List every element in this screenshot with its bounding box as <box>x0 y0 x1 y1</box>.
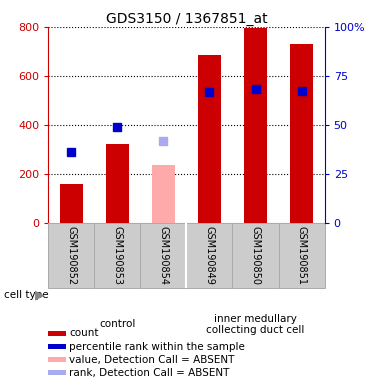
Bar <box>152 165 175 223</box>
Text: ▶: ▶ <box>35 288 45 301</box>
Bar <box>140 223 187 288</box>
Bar <box>187 223 233 288</box>
Bar <box>198 55 221 223</box>
Text: GSM190853: GSM190853 <box>112 226 122 285</box>
Bar <box>48 223 94 288</box>
Bar <box>244 28 267 223</box>
Bar <box>106 144 129 223</box>
Text: GSM190854: GSM190854 <box>158 226 168 285</box>
Bar <box>48 344 66 349</box>
Text: GSM190851: GSM190851 <box>296 226 306 285</box>
Bar <box>48 370 66 375</box>
Text: GSM190852: GSM190852 <box>66 226 76 285</box>
Text: value, Detection Call = ABSENT: value, Detection Call = ABSENT <box>69 354 234 364</box>
Bar <box>290 44 313 223</box>
Text: GSM190850: GSM190850 <box>250 226 260 285</box>
Bar <box>48 357 66 362</box>
Text: GSM190849: GSM190849 <box>204 226 214 285</box>
Text: percentile rank within the sample: percentile rank within the sample <box>69 341 245 351</box>
Text: count: count <box>69 328 99 338</box>
Title: GDS3150 / 1367851_at: GDS3150 / 1367851_at <box>106 12 267 26</box>
Bar <box>94 223 140 288</box>
Text: cell type: cell type <box>4 290 48 300</box>
Bar <box>233 223 279 288</box>
Text: inner medullary
collecting duct cell: inner medullary collecting duct cell <box>206 314 305 335</box>
Text: rank, Detection Call = ABSENT: rank, Detection Call = ABSENT <box>69 368 229 378</box>
Bar <box>60 184 83 223</box>
Text: control: control <box>99 319 135 329</box>
Bar <box>48 331 66 336</box>
Bar <box>279 223 325 288</box>
